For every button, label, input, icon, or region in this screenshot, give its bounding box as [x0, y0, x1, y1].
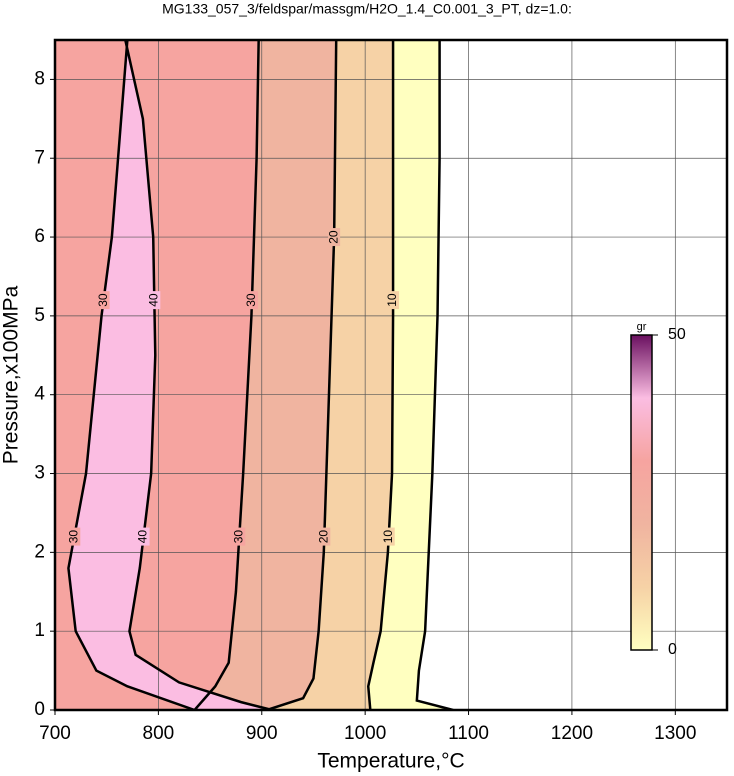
x-tick-label: 1200 [551, 723, 593, 744]
contour-label: 40 [146, 293, 160, 307]
contour-line [366, 40, 395, 710]
plot-frame [53, 38, 729, 712]
x-tick-label: 1300 [654, 723, 696, 744]
chart-title: MG133_057_3/feldspar/massgm/H2O_1.4_C0.0… [162, 1, 572, 17]
contour-label: 40 [136, 530, 150, 544]
contour-label: 30 [244, 293, 258, 307]
contour-fill [55, 40, 195, 710]
y-tick-label: 8 [34, 68, 45, 89]
contour-label-bg [233, 527, 246, 546]
y-tick-label: 6 [34, 226, 45, 247]
y-tick-label: 3 [34, 463, 45, 484]
field [55, 40, 454, 710]
contour-line [415, 40, 454, 710]
contour-label-bg [387, 291, 400, 310]
x-tick-label: 1100 [448, 723, 489, 744]
contour-label-bg [245, 291, 258, 310]
contours: 10 10 20 20 30 30 40 40 30 30 [66, 40, 454, 710]
y-axis-label: Pressure,x100MPa [0, 285, 23, 464]
contour-label: 20 [316, 530, 330, 544]
contour-label-bg [382, 527, 395, 546]
contour-label: 10 [381, 530, 395, 544]
x-axis-label: Temperature,°C [317, 750, 464, 773]
contour-label-bg [68, 527, 81, 546]
contour-label-bg [318, 527, 331, 546]
x-tick-label: 700 [39, 723, 71, 744]
y-tick-label: 0 [34, 699, 45, 720]
colorbar-tick-label: 50 [668, 326, 686, 343]
y-tick-label: 2 [34, 541, 45, 562]
contour-line [266, 40, 338, 710]
contour-line [67, 40, 195, 710]
contour-label-bg [328, 228, 341, 247]
contour-label-bg [148, 291, 161, 310]
y-tick-label: 7 [34, 147, 45, 168]
contour-line [124, 40, 273, 710]
colorbar-label: gr [637, 321, 647, 333]
colorbar-bar [630, 334, 653, 651]
contour-label: 30 [66, 530, 80, 544]
x-tick-label: 1000 [344, 723, 386, 744]
contour-label-bg [97, 291, 110, 310]
contour-label-bg [137, 527, 150, 546]
contour-label: 30 [96, 293, 110, 307]
colorbar-tick-label: 0 [668, 641, 677, 658]
x-tick-label: 800 [143, 723, 175, 744]
colorbar: gr 0 50 [630, 321, 686, 658]
y-tick-label: 5 [34, 305, 45, 326]
contour-label: 30 [231, 530, 245, 544]
contour-label: 10 [385, 293, 399, 307]
y-tick-label: 1 [34, 620, 45, 641]
contour-label: 20 [326, 230, 340, 244]
x-tick-label: 900 [246, 723, 278, 744]
y-tick-label: 4 [34, 384, 45, 405]
grid [54, 40, 727, 711]
axes: 700 800 900 1000 1100 1200 1300 0 1 2 3 4 5 6 7 8 [34, 68, 696, 744]
